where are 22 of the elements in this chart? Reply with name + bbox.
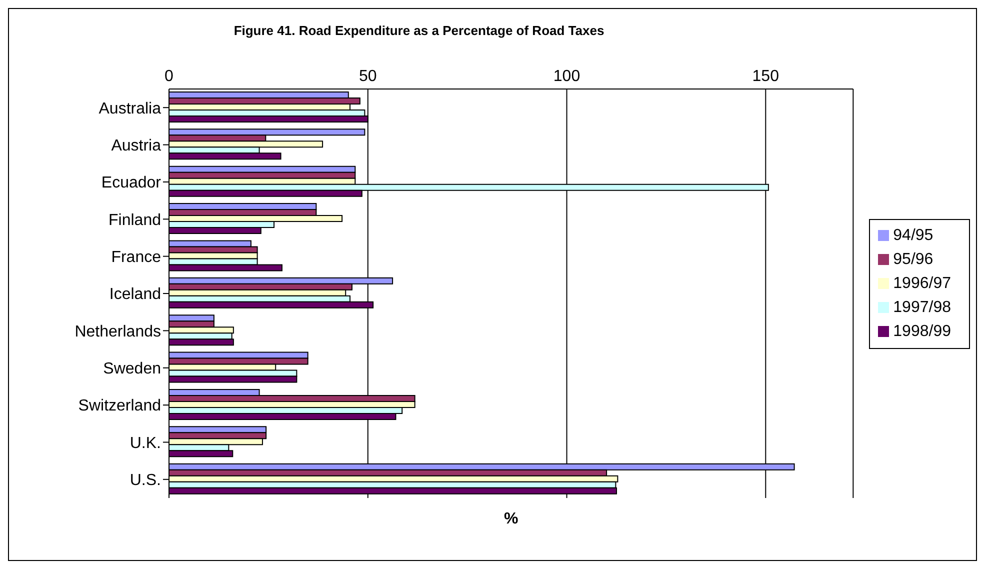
legend-label: 1998/99: [893, 322, 951, 340]
y-tick-label: Switzerland: [78, 398, 161, 415]
y-tick-label: Australia: [98, 100, 162, 118]
y-tick-label: Iceland: [109, 286, 161, 304]
y-tick-label: U.K.: [130, 434, 161, 452]
y-tick-label: Netherlands: [74, 323, 161, 340]
x-tick-label: 150: [752, 68, 780, 85]
legend-label: 95/96: [893, 250, 934, 268]
y-tick-label: France: [111, 249, 162, 266]
x-tick-label: 100: [553, 68, 580, 85]
y-tick-label: Austria: [111, 137, 162, 154]
legend-label: 94/95: [893, 226, 934, 244]
x-tick-label: 50: [358, 68, 377, 85]
y-tick-label: Sweden: [103, 360, 161, 378]
y-tick-label: U.S.: [130, 472, 161, 490]
legend-label: 1997/98: [893, 298, 951, 316]
y-tick-label: Finland: [108, 212, 161, 229]
x-axis-title: %: [504, 510, 518, 528]
x-tick-label: 0: [164, 68, 174, 85]
legend-label: 1996/97: [893, 274, 951, 292]
chart-title: Figure 41. Road Expenditure as a Percentage of Road Taxes: [232, 23, 606, 38]
y-tick-label: Ecuador: [101, 174, 162, 192]
